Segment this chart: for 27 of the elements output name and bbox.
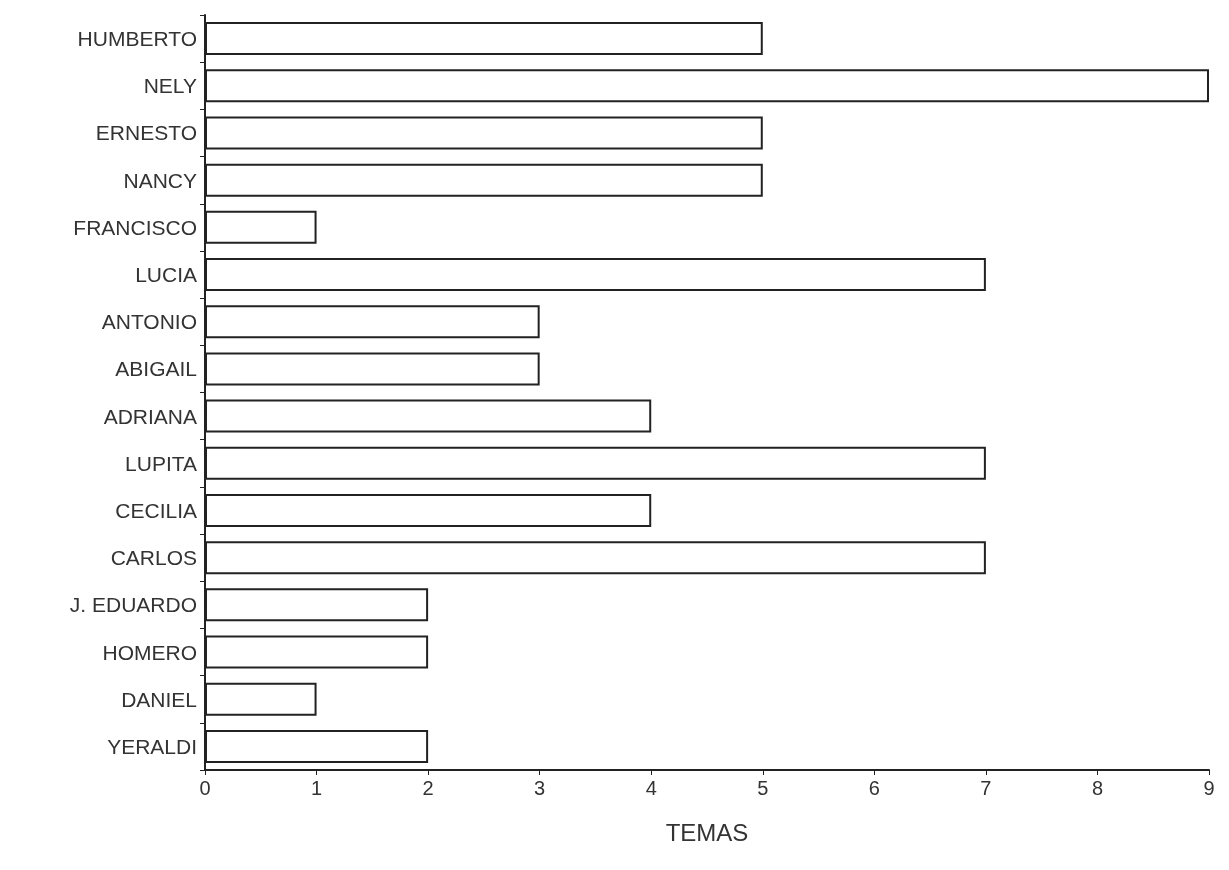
x-tick-label: 8 <box>1091 777 1104 799</box>
y-tick-label: YERALDI <box>107 734 197 758</box>
y-tick-label: LUCIA <box>135 263 197 287</box>
y-tick-label: ADRIANA <box>103 404 197 428</box>
x-tick-label: 5 <box>757 777 769 799</box>
x-tick-label: 3 <box>534 777 546 799</box>
x-tick-label: 2 <box>422 777 434 799</box>
x-axis-title: TEMAS <box>665 818 749 846</box>
x-tick-label: 0 <box>199 777 211 799</box>
y-tick-label: FRANCISCO <box>73 215 197 239</box>
y-tick-label: ERNESTO <box>95 121 197 145</box>
x-tick-label: 4 <box>645 777 657 799</box>
x-tick-label: 7 <box>980 777 992 799</box>
x-tick-label: 9 <box>1203 777 1215 799</box>
y-tick-label: NELY <box>143 74 197 98</box>
y-tick-label: ANTONIO <box>101 310 197 334</box>
y-tick-label: LUPITA <box>125 451 197 475</box>
x-tick-label: 6 <box>868 777 880 799</box>
y-tick-label: DANIEL <box>121 687 197 711</box>
x-tick-label: 1 <box>310 777 323 799</box>
y-tick-label: NANCY <box>123 168 197 192</box>
y-tick-label: HOMERO <box>102 640 197 664</box>
y-tick-label: CARLOS <box>110 546 197 570</box>
y-tick-label: ABIGAIL <box>115 357 197 381</box>
y-tick-label: HUMBERTO <box>77 27 197 51</box>
y-tick-label: J. EDUARDO <box>69 593 197 617</box>
y-tick-label: CECILIA <box>115 498 197 522</box>
